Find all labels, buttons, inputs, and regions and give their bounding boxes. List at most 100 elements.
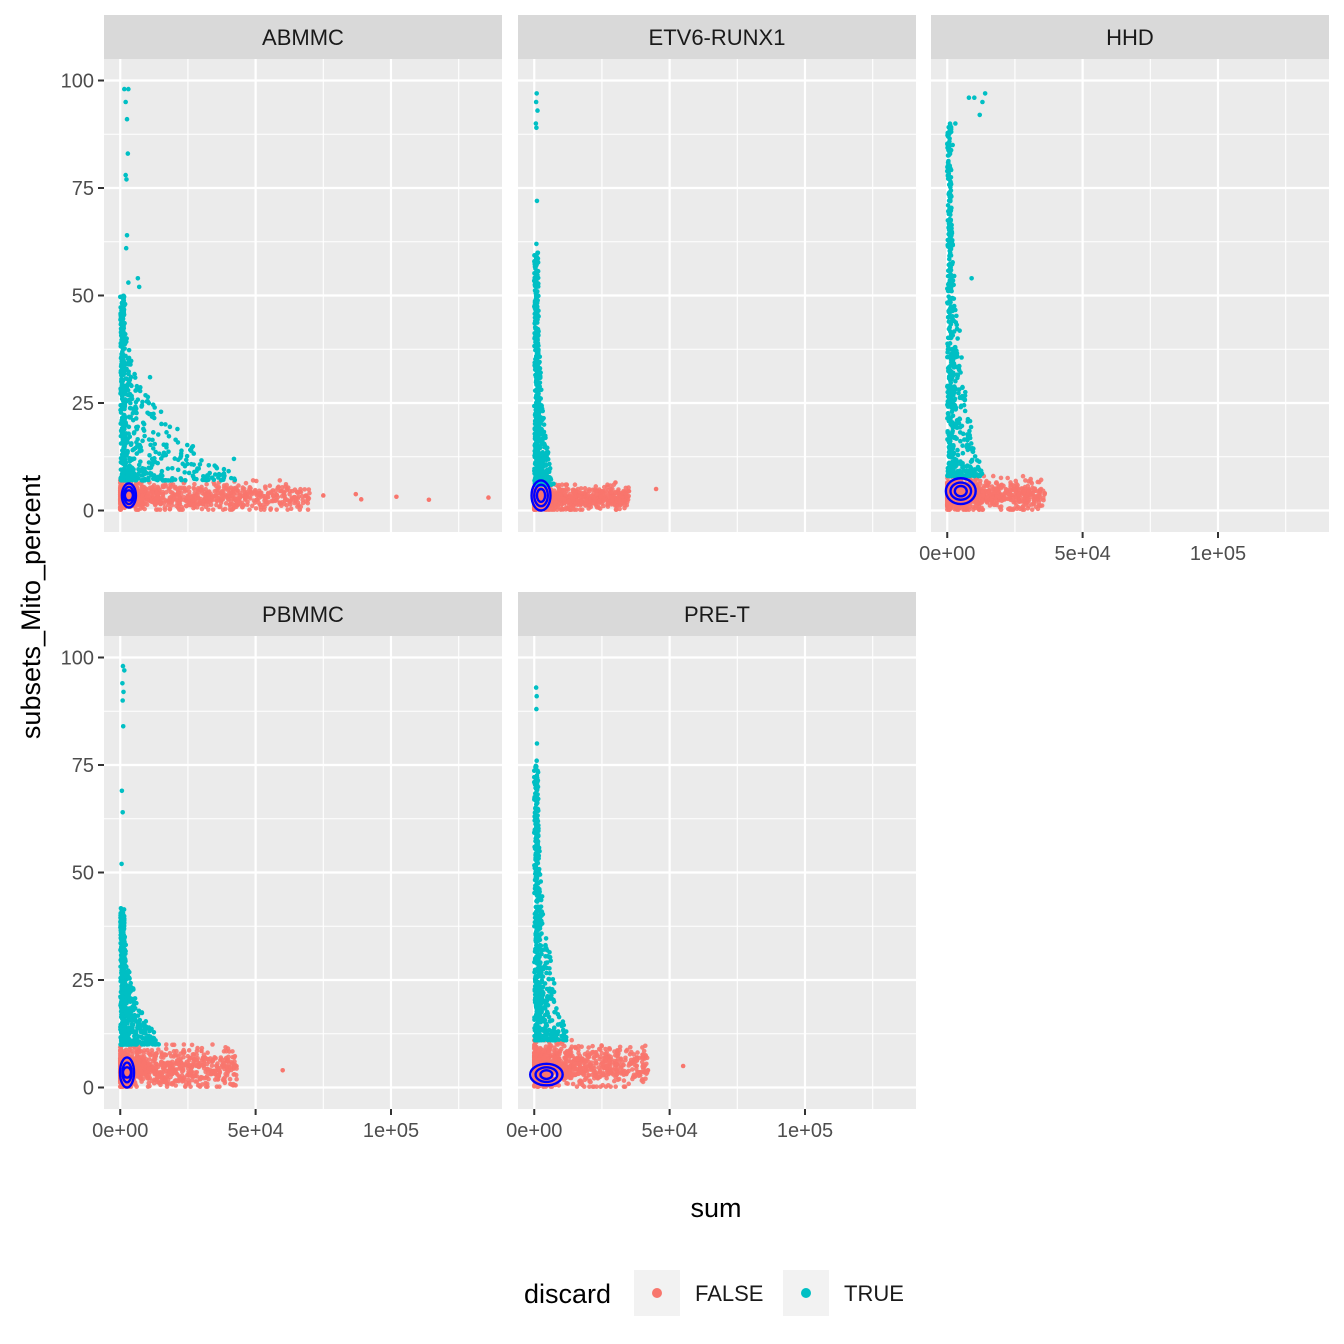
data-point-true (140, 399, 145, 405)
data-point-false (1023, 478, 1028, 483)
data-point-true (945, 416, 950, 421)
data-point-true (126, 431, 131, 436)
data-point-true (121, 331, 127, 337)
data-point-false (170, 490, 175, 495)
data-point-true (945, 131, 951, 136)
data-point-false (307, 490, 312, 496)
data-point-true (540, 472, 546, 477)
y-tick-label: 25 (72, 393, 94, 415)
data-point-true (158, 409, 164, 415)
density-contour (535, 487, 547, 504)
data-point-true (962, 408, 968, 414)
data-point-false (177, 494, 183, 500)
data-point-false (605, 501, 610, 507)
data-point-true (124, 177, 129, 182)
data-point-true (952, 472, 958, 477)
facet-panel: ETV6-RUNX1 (518, 15, 916, 532)
data-point-true (547, 461, 552, 467)
data-point-true (119, 478, 124, 483)
data-point-false (263, 486, 268, 491)
data-point-false (587, 499, 593, 504)
data-point-false (298, 489, 304, 495)
data-point-true (952, 461, 958, 467)
facet-title: PBMMC (262, 602, 344, 627)
data-point-false (597, 506, 603, 511)
data-point-true (124, 233, 130, 238)
data-point-true (536, 475, 542, 481)
data-point-true (532, 431, 538, 437)
data-point-true (128, 374, 134, 380)
data-point-true (532, 300, 538, 305)
data-point-false (214, 502, 219, 508)
data-point-false (217, 503, 223, 509)
data-point-true (141, 421, 147, 427)
data-point-true (121, 325, 127, 331)
data-point-true (950, 142, 955, 148)
data-point-false (1033, 498, 1039, 503)
data-point-true (535, 108, 540, 113)
data-point-false (153, 507, 159, 512)
data-point-true (961, 468, 967, 473)
data-point-true (119, 351, 124, 357)
data-point-true (149, 456, 155, 462)
data-point-true (128, 393, 134, 399)
data-point-false (1021, 503, 1026, 509)
data-point-true (945, 282, 951, 287)
data-point-false (147, 485, 153, 490)
data-point-true (947, 250, 953, 256)
data-point-false (560, 488, 566, 494)
data-point-true (231, 456, 237, 462)
data-point-true (534, 465, 540, 471)
series-true (944, 91, 988, 479)
y-tick-label: 100 (61, 71, 94, 93)
data-point-true (127, 463, 132, 469)
data-point-false (994, 487, 1000, 492)
data-point-true (532, 367, 538, 372)
data-point-true (132, 375, 138, 380)
data-point-true (535, 268, 541, 274)
data-point-true (951, 364, 957, 369)
data-point-false (980, 489, 986, 494)
data-point-false (566, 498, 572, 504)
data-point-true (534, 448, 540, 453)
data-point-true (189, 461, 194, 467)
data-point-false (174, 503, 179, 509)
data-point-true (954, 313, 959, 319)
data-point-true (126, 362, 132, 367)
data-point-false (614, 503, 620, 509)
data-point-true (122, 346, 127, 351)
data-point-false (234, 487, 239, 492)
density-contour (530, 479, 552, 512)
data-point-true (186, 470, 192, 476)
data-point-false (1022, 484, 1028, 490)
data-point-true (120, 428, 125, 434)
data-point-true (972, 95, 977, 100)
data-point-true (956, 390, 961, 396)
data-point-false (591, 500, 597, 506)
data-point-true (120, 364, 126, 369)
data-point-false (241, 503, 246, 508)
data-point-true (537, 359, 542, 365)
facet-title: ETV6-RUNX1 (649, 25, 786, 50)
data-point-true (966, 95, 972, 100)
data-point-true (953, 121, 958, 126)
data-point-true (948, 394, 954, 400)
data-point-false (268, 506, 274, 511)
data-point-true (126, 347, 132, 353)
data-point-true (949, 239, 955, 245)
data-point-false (621, 498, 627, 503)
data-point-true (968, 465, 974, 471)
data-point-false (610, 486, 615, 492)
data-point-true (149, 462, 155, 468)
y-tick-label: 0 (83, 501, 94, 523)
data-point-false (275, 485, 281, 490)
data-point-true (207, 470, 213, 476)
data-point-false (572, 482, 578, 488)
data-point-false (209, 1063, 215, 1068)
data-point-true (538, 421, 543, 426)
data-point-false (262, 496, 268, 502)
data-point-false (222, 506, 228, 512)
data-point-true (541, 415, 546, 421)
